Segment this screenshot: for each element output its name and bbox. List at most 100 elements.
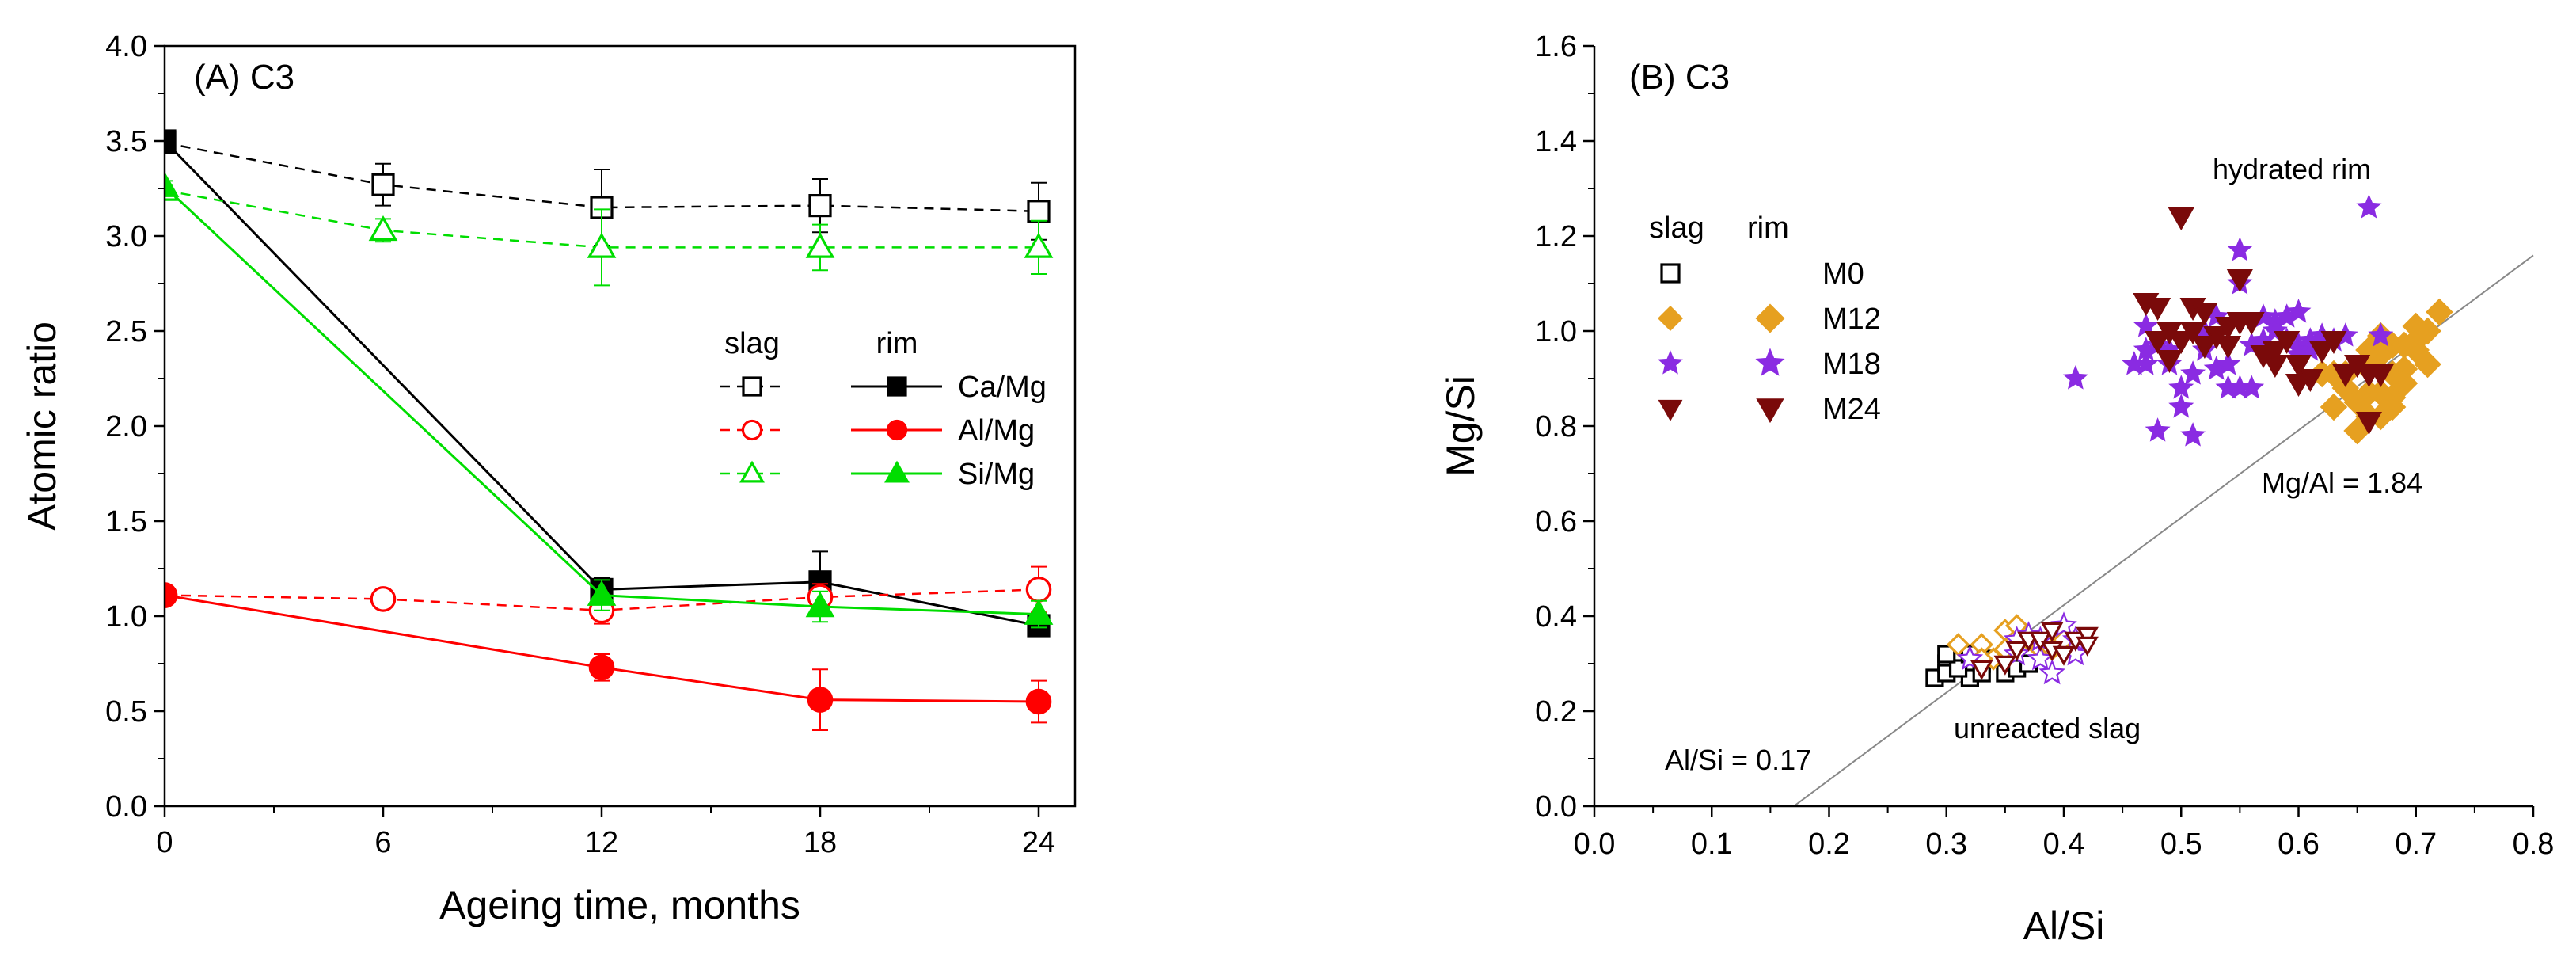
legend-marker-slag bbox=[741, 419, 763, 441]
data-point bbox=[2168, 207, 2194, 231]
series-line bbox=[165, 142, 1039, 213]
legend-marker-slag bbox=[1657, 305, 1684, 332]
legend-a-slag-header: slag bbox=[724, 327, 780, 360]
panel-a-xlabel: Ageing time, months bbox=[439, 883, 800, 927]
legend-b-label-m12: M12 bbox=[1822, 303, 1881, 336]
data-point bbox=[1027, 200, 1051, 223]
data-point bbox=[588, 654, 615, 681]
series-line bbox=[165, 594, 1039, 703]
b-ytick-label: 1.4 bbox=[1535, 125, 1577, 158]
legend-marker-slag bbox=[1658, 399, 1683, 421]
legend-marker-rim bbox=[886, 419, 908, 441]
a-xtick-label: 24 bbox=[1022, 826, 1055, 859]
data-point bbox=[2145, 298, 2171, 322]
data-point bbox=[2040, 622, 2064, 642]
data-point bbox=[1970, 660, 1993, 680]
a-ytick-label: 2.0 bbox=[105, 410, 147, 443]
data-point bbox=[2191, 303, 2218, 326]
annotation-al-si: Al/Si = 0.17 bbox=[1665, 744, 1811, 776]
legend-b-rim-header: rim bbox=[1747, 211, 1789, 245]
legend-a-label-al: Al/Mg bbox=[958, 414, 1035, 447]
panel-b: (B) C3 0.0 0.1 0.2 0.3 0.4 0.5 0.6 0.7 0.8 0.0 0.2… bbox=[1438, 30, 2554, 948]
data-point bbox=[2402, 312, 2430, 341]
a-ytick-label: 1.5 bbox=[105, 505, 147, 539]
series-line bbox=[165, 185, 1039, 616]
data-point bbox=[2180, 422, 2206, 447]
data-point bbox=[2285, 299, 2312, 323]
series-m24-slag bbox=[1970, 622, 2099, 680]
data-point bbox=[2308, 341, 2335, 364]
b-xtick-label: 0.5 bbox=[2160, 828, 2202, 861]
b-xtick-label: 0.2 bbox=[1808, 828, 1850, 861]
panel-b-legend: slag rim M0 M12 M18 M24 bbox=[1649, 211, 1881, 426]
data-point bbox=[2133, 351, 2159, 375]
series-si-mg-rim bbox=[165, 171, 1054, 629]
a-ytick-label: 2.5 bbox=[105, 315, 147, 348]
data-point bbox=[2062, 365, 2088, 390]
a-xtick-label: 12 bbox=[585, 826, 618, 859]
data-point bbox=[2191, 336, 2218, 360]
data-point bbox=[805, 232, 835, 258]
data-point bbox=[1948, 659, 1968, 678]
b-xtick-label: 0.4 bbox=[2043, 828, 2085, 861]
data-point bbox=[2378, 393, 2407, 421]
legend-b-label-m24: M24 bbox=[1822, 393, 1881, 426]
panel-a-legend: slag rim Ca/Mg Al/Mg Si/Mg bbox=[720, 327, 1047, 491]
data-point bbox=[2367, 364, 2394, 388]
data-point bbox=[371, 173, 395, 196]
data-point bbox=[2262, 341, 2289, 364]
data-point bbox=[1025, 577, 1052, 603]
legend-b-label-m18: M18 bbox=[1822, 348, 1881, 381]
data-point bbox=[165, 129, 177, 153]
b-ytick-label: 0.6 bbox=[1535, 505, 1577, 539]
data-point bbox=[1024, 232, 1054, 258]
b-ytick-label: 1.2 bbox=[1535, 220, 1577, 253]
data-point bbox=[2320, 331, 2347, 355]
data-point bbox=[1993, 655, 2017, 676]
panel-b-xlabel: Al/Si bbox=[2023, 904, 2105, 948]
series-line bbox=[165, 139, 1039, 627]
data-point bbox=[2368, 322, 2394, 347]
annotation-hydrated-rim: hydrated rim bbox=[2213, 153, 2371, 185]
a-ytick-label: 3.0 bbox=[105, 220, 147, 253]
legend-marker-slag bbox=[742, 376, 762, 397]
data-point bbox=[2320, 393, 2348, 421]
panel-a-frame bbox=[163, 44, 1077, 808]
data-point bbox=[2239, 375, 2265, 399]
data-point bbox=[165, 171, 180, 197]
panel-a-title: (A) C3 bbox=[194, 58, 294, 97]
panel-b-ylabel: Mg/Si bbox=[1438, 375, 1483, 477]
b-xtick-label: 0.6 bbox=[2278, 828, 2320, 861]
legend-marker-rim bbox=[1755, 348, 1785, 376]
data-point bbox=[587, 580, 617, 606]
series-m24-rim bbox=[2133, 207, 2394, 436]
annotation-unreacted-slag: unreacted slag bbox=[1954, 712, 2141, 744]
data-point bbox=[2168, 375, 2194, 399]
data-point bbox=[2038, 659, 2066, 685]
data-point bbox=[805, 592, 835, 618]
legend-marker-slag bbox=[1660, 263, 1681, 284]
a-ytick-label: 3.5 bbox=[105, 125, 147, 158]
b-xtick-label: 0.0 bbox=[1574, 828, 1616, 861]
a-xtick-label: 18 bbox=[804, 826, 837, 859]
data-point bbox=[2156, 350, 2183, 374]
legend-a-label-ca: Ca/Mg bbox=[958, 371, 1047, 404]
b-ytick-label: 0.8 bbox=[1535, 410, 1577, 443]
data-point bbox=[2356, 194, 2382, 219]
b-xtick-label: 0.3 bbox=[1925, 828, 1967, 861]
data-point bbox=[1025, 688, 1052, 715]
data-point bbox=[587, 232, 617, 258]
data-point bbox=[2226, 269, 2253, 293]
data-point bbox=[2390, 369, 2418, 398]
b-ytick-label: 1.0 bbox=[1535, 315, 1577, 348]
data-point bbox=[2227, 237, 2253, 261]
panel-a: (A) C3 0 6 12 18 24 0.0 0.5 1.0 1.5 2.0 2.5 3.0 3.5 4… bbox=[20, 30, 1077, 927]
data-point bbox=[2052, 645, 2076, 666]
legend-a-rim-header: rim bbox=[876, 327, 918, 360]
data-point bbox=[2215, 351, 2241, 375]
legend-b-label-m0: M0 bbox=[1822, 257, 1864, 291]
annotation-mg-al: Mg/Al = 1.84 bbox=[2262, 466, 2422, 499]
a-ytick-label: 0.5 bbox=[105, 695, 147, 729]
b-ytick-label: 1.6 bbox=[1535, 30, 1577, 63]
